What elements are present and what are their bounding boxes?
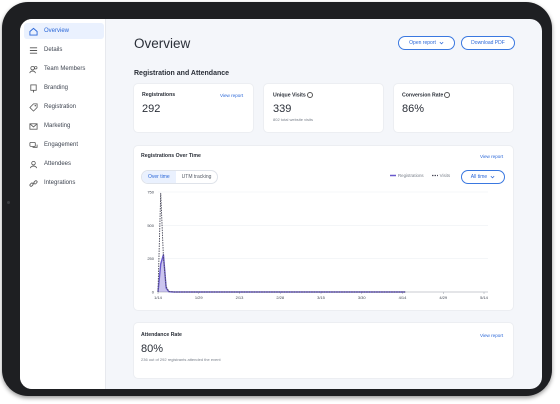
x-tick-label: 5/14 (480, 295, 489, 300)
unique-visits-sub: 802 total website visits (273, 117, 314, 122)
chevron-down-icon (490, 175, 495, 179)
tab-over-time[interactable]: Over time (142, 171, 176, 183)
download-pdf-label: Download PDF (471, 40, 505, 46)
y-tick-label: 250 (147, 256, 154, 261)
sidebar: Overview Details Team Members Branding R… (20, 19, 106, 389)
conversion-rate-value: 86% (402, 103, 425, 115)
sidebar-item-label: Attendees (44, 161, 72, 167)
chart-view-report-link[interactable]: View report (480, 154, 504, 159)
all-time-dropdown[interactable]: All time (461, 170, 505, 184)
x-tick-label: 2/28 (276, 295, 285, 300)
sidebar-item-label: Registration (44, 104, 77, 110)
x-tick-label: 1/29 (195, 295, 204, 300)
y-tick-label: 0 (152, 290, 155, 295)
link-icon (29, 179, 38, 187)
attendance-view-report-link[interactable]: View report (480, 333, 504, 338)
conversion-rate-label-wrap: Conversion Rate (402, 92, 451, 99)
main-content: Overview Open report Download PDF Regist… (106, 19, 542, 389)
x-tick-label: 4/29 (439, 295, 448, 300)
sidebar-item-details[interactable]: Details (24, 42, 104, 58)
team-icon (29, 65, 38, 73)
conversion-rate-card: Conversion Rate 86% (394, 84, 513, 132)
attendance-rate-value: 80% (141, 343, 164, 355)
info-icon[interactable] (444, 92, 451, 98)
registrations-label: Registrations (142, 92, 176, 98)
x-tick-label: 2/13 (236, 295, 245, 300)
legend-registrations: Registrations (398, 173, 424, 178)
x-tick-label: 4/14 (399, 295, 408, 300)
sidebar-item-engagement[interactable]: Engagement (24, 137, 104, 153)
chart-tabs: Over time UTM tracking (141, 170, 219, 184)
x-tick-label: 3/30 (358, 295, 367, 300)
download-pdf-button[interactable]: Download PDF (461, 36, 515, 50)
attendance-rate-label: Attendance Rate (141, 332, 182, 338)
range-label: All time (470, 174, 488, 180)
x-tick-label: 3/15 (317, 295, 326, 300)
list-icon (29, 46, 38, 54)
registrations-value: 292 (142, 103, 161, 115)
branding-icon (30, 83, 37, 93)
y-tick-label: 750 (147, 190, 154, 195)
sidebar-item-label: Team Members (44, 66, 86, 72)
sidebar-item-label: Branding (44, 85, 69, 91)
tag-icon (29, 102, 38, 112)
registrations-line-chart: 0 250 500 750 1/14 1/29 2/13 2/28 3/15 3/30 4/14 4/… (147, 190, 489, 301)
conversion-rate-label: Conversion Rate (402, 92, 444, 99)
home-icon (29, 27, 38, 36)
visits-series-line (157, 192, 406, 293)
info-icon[interactable] (306, 92, 313, 98)
app-screen: Overview Details Team Members Branding R… (20, 19, 542, 389)
registrations-card: Registrations View report 292 (134, 84, 253, 132)
legend: Registrations Visits (390, 173, 450, 178)
registrations-series-area (158, 254, 406, 292)
chart-card-title: Registrations Over Time (141, 153, 201, 159)
chat-icon (29, 141, 38, 148)
sidebar-item-label: Engagement (44, 142, 79, 148)
unique-visits-card: Unique Visits 339 802 total website visi… (264, 84, 383, 132)
x-tick-label: 1/14 (154, 295, 163, 300)
device-bezel: Overview Details Team Members Branding R… (2, 2, 552, 396)
y-tick-label: 500 (147, 223, 154, 228)
sidebar-item-branding[interactable]: Branding (24, 80, 104, 96)
page-title: Overview (134, 36, 191, 51)
sidebar-item-attendees[interactable]: Attendees (24, 156, 104, 172)
sidebar-item-registration[interactable]: Registration (24, 99, 104, 115)
open-report-button[interactable]: Open report (398, 36, 455, 50)
legend-visits: Visits (439, 173, 451, 178)
attendees-icon (29, 160, 38, 168)
sidebar-item-integrations[interactable]: Integrations (24, 175, 104, 191)
sidebar-item-marketing[interactable]: Marketing (24, 118, 104, 134)
mail-icon (29, 122, 38, 130)
sidebar-item-overview[interactable]: Overview (24, 23, 104, 39)
sidebar-item-label: Marketing (44, 123, 71, 129)
section-title: Registration and Attendance (134, 70, 230, 77)
unique-visits-label: Unique Visits (273, 92, 306, 99)
attendance-rate-sub: 236 out of 292 registrants attended the … (141, 357, 221, 362)
open-report-label: Open report (409, 40, 436, 46)
tab-utm-tracking[interactable]: UTM tracking (181, 174, 212, 180)
registrations-series-line (157, 253, 406, 293)
camera-dot (7, 201, 10, 204)
registrations-view-report-link[interactable]: View report (220, 93, 244, 98)
sidebar-item-team-members[interactable]: Team Members (24, 61, 104, 77)
attendance-rate-card: Attendance Rate View report 80% 236 out … (134, 323, 513, 378)
unique-visits-label-wrap: Unique Visits (273, 92, 313, 98)
sidebar-item-label: Details (44, 47, 63, 53)
sidebar-item-label: Integrations (44, 180, 76, 186)
registrations-chart-card: Registrations Over Time View report Over… (134, 146, 513, 310)
sidebar-item-label: Overview (44, 28, 70, 34)
chevron-down-icon (439, 41, 444, 45)
unique-visits-value: 339 (273, 103, 292, 115)
legend-visits-swatch (431, 174, 438, 177)
legend-registrations-swatch (390, 174, 396, 177)
